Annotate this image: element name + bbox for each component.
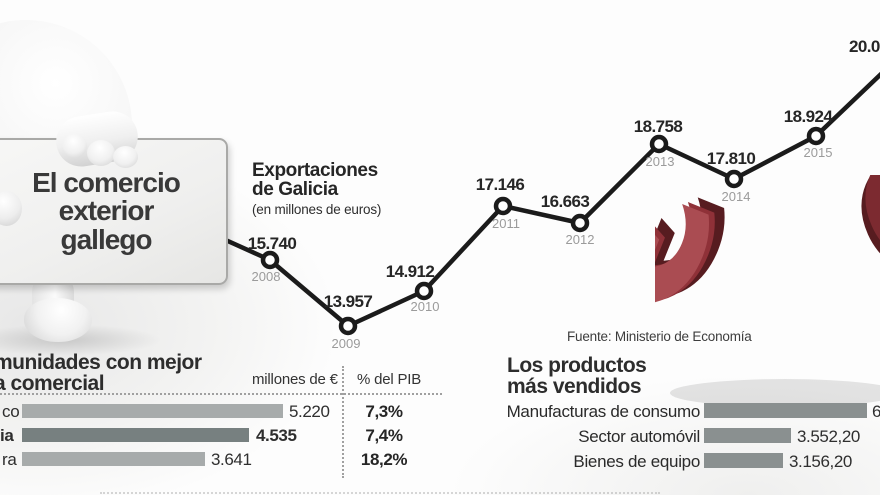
community-pib: 7,3% (365, 402, 403, 421)
dotted-divider-horizontal (0, 393, 442, 395)
product-label: Sector automóvil (578, 427, 700, 446)
euro-icon: € € € € € (655, 175, 880, 407)
communities-title: munidades con mejor a comercial (0, 351, 202, 395)
chart-subtitle: (en millones de euros) (252, 202, 382, 217)
euro-3d-graphic: € € € € € (655, 175, 880, 407)
point-value: 17.810 (706, 149, 756, 168)
point-value: 18.924 (783, 107, 833, 126)
mascot-finger (113, 146, 138, 168)
point-year: 2011 (492, 216, 520, 231)
point-value: 13.957 (323, 292, 373, 311)
source-credit: Fuente: Ministerio de Economía (567, 329, 752, 344)
community-value: 4.535 (256, 426, 297, 445)
bottom-edge-dotted-rule (100, 492, 660, 494)
page-title: El comercio exterior gallego (32, 166, 181, 255)
community-pib: 7,4% (365, 426, 403, 445)
community-label: co (2, 402, 20, 421)
community-pib: 18,2% (360, 450, 408, 469)
point-year: 2010 (410, 299, 440, 314)
community-label: ia (0, 426, 14, 445)
mascot-thumb (0, 191, 22, 226)
dotted-divider-vertical (342, 366, 344, 478)
product-value: 3.156,20 (789, 452, 852, 471)
product-bar (704, 453, 783, 468)
chart-title-line2: de Galicia (252, 179, 338, 200)
product-label: Manufacturas de consumo (506, 402, 701, 421)
point-year: 2013 (645, 154, 675, 169)
community-value: 3.641 (211, 450, 252, 469)
point-value: 14.912 (385, 262, 435, 281)
line-series (187, 71, 880, 329)
point-year: 2012 (565, 232, 595, 247)
point-year: 2015 (803, 145, 833, 160)
point-value-truncated: 20.0 (849, 37, 880, 56)
community-bar-highlighted (22, 428, 249, 442)
mascot-finger (87, 140, 115, 166)
product-bar (704, 403, 867, 418)
column-header-pib: % del PIB (357, 371, 422, 388)
community-label: ra (2, 450, 17, 469)
chart-title-block: Exportaciones de Galicia (en millones de… (252, 161, 381, 217)
community-value: 5.220 (289, 402, 330, 421)
point-year: 2008 (251, 269, 281, 284)
community-bar (22, 452, 205, 466)
product-value: 3.552,20 (797, 427, 860, 446)
point-year: 2009 (331, 336, 361, 351)
mascot-finger (62, 134, 87, 158)
point-value: 16.663 (540, 192, 590, 211)
product-bar (704, 428, 791, 443)
product-value-truncated: 6 (872, 402, 880, 421)
products-title: Los productos más vendidos (507, 354, 647, 398)
mascot-foot (24, 298, 92, 342)
column-header-millones: millones de € (252, 371, 338, 388)
product-label: Bienes de equipo (573, 452, 700, 471)
point-value: 18.758 (633, 117, 683, 136)
community-bar (22, 404, 283, 418)
point-year: 2014 (721, 189, 751, 204)
chart-title-line1: Exportaciones (252, 160, 378, 181)
point-value: 15.740 (247, 234, 297, 253)
point-value: 17.146 (475, 175, 525, 194)
